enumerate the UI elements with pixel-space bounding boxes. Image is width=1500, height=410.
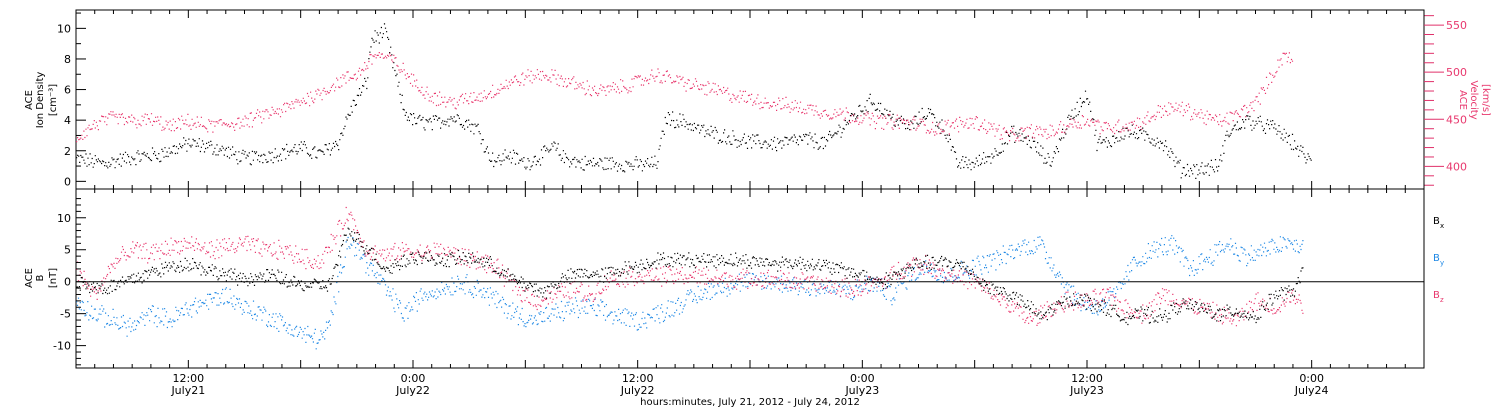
by-series bbox=[76, 235, 1304, 350]
density-tick-label: 2 bbox=[64, 145, 71, 158]
top-panel-data bbox=[76, 23, 1312, 179]
bfield-tick-label: -5 bbox=[60, 308, 71, 321]
bfield-ylabel-line1: ACE bbox=[24, 268, 35, 288]
legend-by-sub: y bbox=[1440, 259, 1444, 267]
velocity-ylabel-line1: ACE bbox=[1457, 90, 1468, 110]
x-tick-label-time: 0:00 bbox=[401, 372, 426, 385]
bottom-panel-frame bbox=[75, 188, 1425, 369]
velocity-series-points bbox=[76, 52, 1294, 143]
bfield-ylabel-line3: [nT] bbox=[48, 268, 59, 288]
density-series bbox=[76, 23, 1312, 179]
bfield-tick-label: -10 bbox=[53, 340, 71, 353]
x-tick-label-time: 12:00 bbox=[622, 372, 654, 385]
x-tick-label-date: July22 bbox=[395, 384, 430, 397]
density-tick-label: 0 bbox=[64, 175, 71, 188]
legend-bx: B x bbox=[1433, 216, 1444, 230]
bfield-tick-label: 0 bbox=[64, 276, 71, 289]
legend-bz: B z bbox=[1433, 290, 1444, 304]
legend-bx-sub: x bbox=[1440, 222, 1444, 230]
density-ylabel-line1: ACE bbox=[24, 90, 35, 110]
velocity-tick-label: 550 bbox=[1446, 19, 1467, 32]
velocity-ylabel-line3: [km/s] bbox=[1480, 84, 1491, 116]
x-tick-label-date: July21 bbox=[170, 384, 205, 397]
velocity-series bbox=[76, 52, 1294, 143]
velocity-tick-label: 400 bbox=[1446, 160, 1467, 173]
legend-bz-sub: z bbox=[1440, 296, 1444, 304]
x-tick-label-time: 12:00 bbox=[172, 372, 204, 385]
density-tick-label: 6 bbox=[64, 84, 71, 97]
density-ylabel-line3: [cm⁻³] bbox=[48, 84, 59, 116]
density-tick-label: 10 bbox=[57, 22, 71, 35]
density-series-points bbox=[76, 23, 1312, 179]
x-tick-label-date: July23 bbox=[844, 384, 879, 397]
x-tick-label-date: July22 bbox=[620, 384, 655, 397]
density-ylabel-line2: Ion Density bbox=[35, 72, 46, 129]
legend-bz-base: B bbox=[1433, 290, 1440, 301]
velocity-tick-label: 500 bbox=[1446, 66, 1467, 79]
bfield-tick-label: 10 bbox=[57, 212, 71, 225]
x-tick-label-time: 12:00 bbox=[1071, 372, 1103, 385]
axes: 0246810400450500550-10-5051012:00July210… bbox=[53, 10, 1467, 397]
density-tick-label: 4 bbox=[64, 114, 71, 127]
bx-series bbox=[76, 227, 1304, 326]
bx-series-points bbox=[76, 227, 1304, 326]
x-tick-label-date: July24 bbox=[1294, 384, 1329, 397]
velocity-tick-label: 450 bbox=[1446, 113, 1467, 126]
x-tick-label-time: 0:00 bbox=[850, 372, 875, 385]
velocity-ylabel-line2: Velocity bbox=[1468, 80, 1479, 119]
bfield-ylabel-line2: B bbox=[35, 274, 46, 281]
x-tick-label-time: 0:00 bbox=[1299, 372, 1324, 385]
legend-by: B y bbox=[1433, 253, 1444, 267]
by-series-points bbox=[76, 235, 1304, 350]
x-tick-label-date: July23 bbox=[1069, 384, 1104, 397]
legend-by-base: B bbox=[1433, 253, 1440, 264]
bottom-panel-data bbox=[76, 206, 1304, 350]
legend-bx-base: B bbox=[1433, 216, 1440, 227]
bfield-tick-label: 5 bbox=[64, 244, 71, 257]
x-axis-title: hours:minutes, July 21, 2012 - July 24, … bbox=[640, 397, 860, 408]
density-tick-label: 8 bbox=[64, 53, 71, 66]
